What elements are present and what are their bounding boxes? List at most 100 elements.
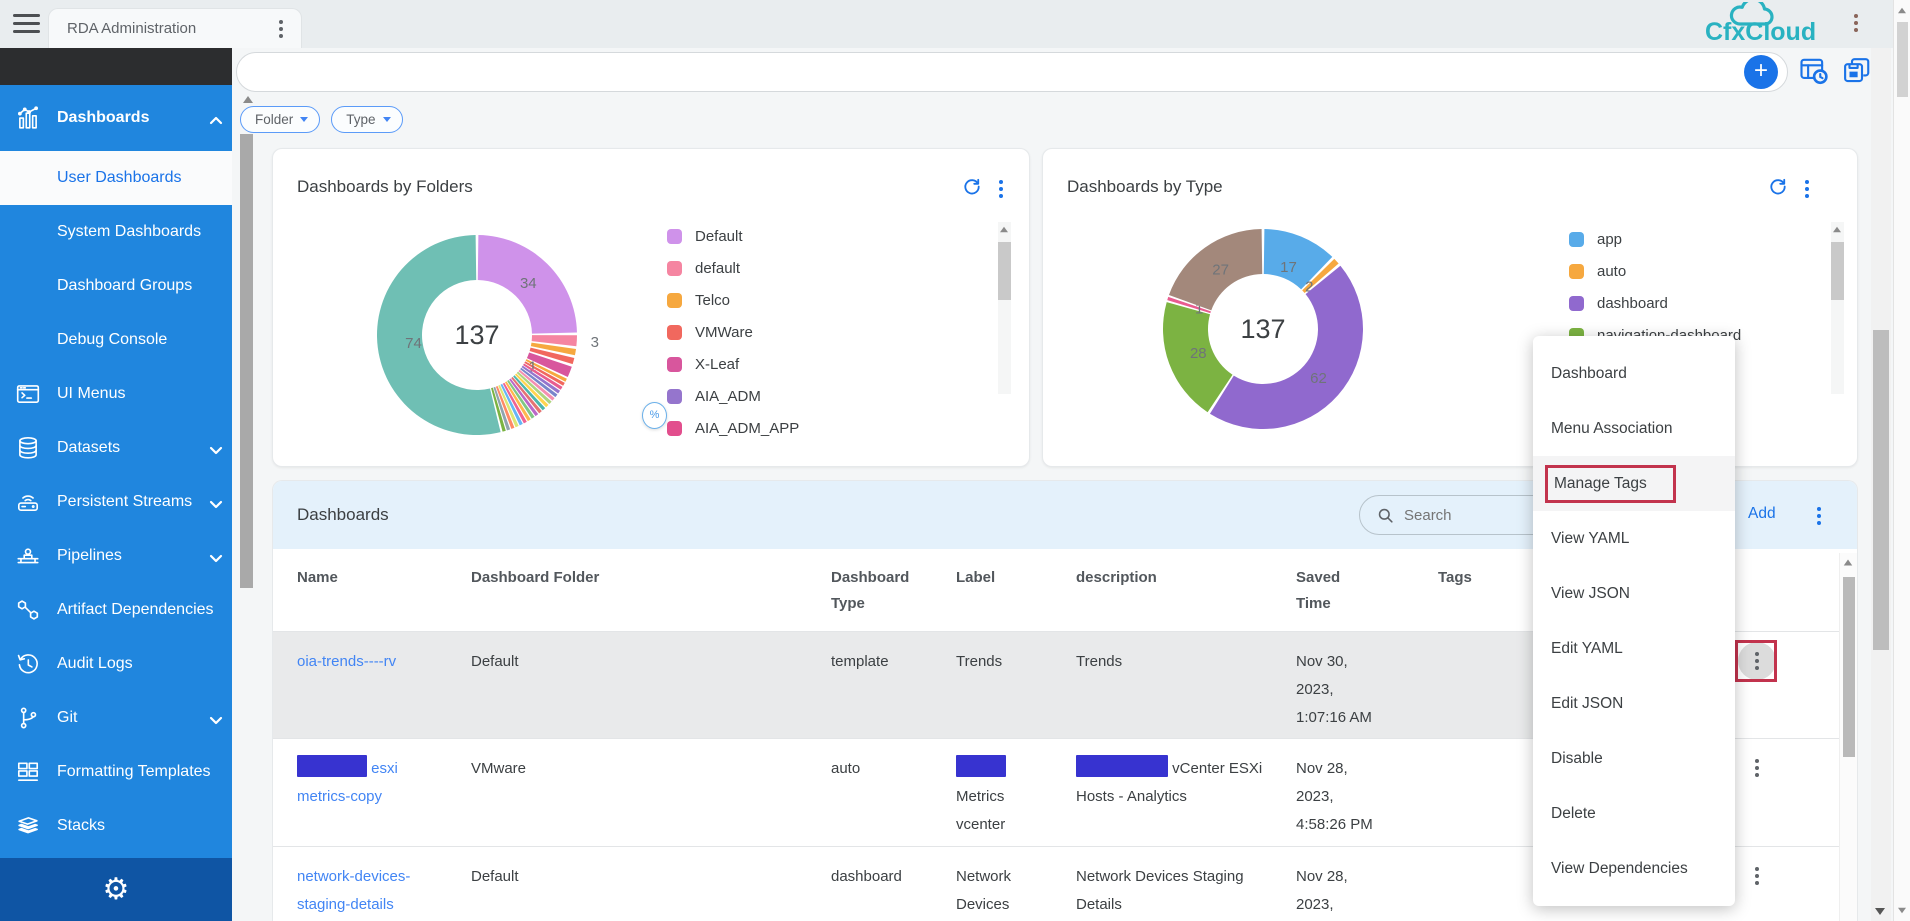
brand-text: CfxCloud (1705, 18, 1816, 46)
sidebar-item-system-dashboards[interactable]: System Dashboards (0, 205, 232, 259)
menu-item-view-dependencies[interactable]: View Dependencies (1533, 841, 1735, 896)
menu-item-delete[interactable]: Delete (1533, 786, 1735, 841)
sidebar-scroll-up-arrow[interactable] (243, 96, 253, 103)
redacted-text-block (956, 755, 1006, 777)
donut-center-total: 137 (1240, 314, 1285, 344)
legend-item-default[interactable]: default (667, 252, 799, 284)
hamburger-menu-icon[interactable] (13, 14, 40, 34)
legend-swatch (667, 293, 682, 308)
cell-type: template (831, 632, 956, 738)
dashboard-name-link[interactable]: oia-trends----rv (297, 653, 396, 670)
table-kebab-icon[interactable] (1813, 503, 1825, 529)
sidebar-scrollbar[interactable] (240, 134, 253, 588)
legend-swatch (667, 357, 682, 372)
donut-slice-dashboard[interactable] (1210, 266, 1363, 429)
card-dashboards-by-type: Dashboards by Type 1726228127137 appauto… (1042, 148, 1858, 467)
legend-item-AIA_ADM_APP[interactable]: AIA_ADM_APP (667, 412, 799, 444)
legend-item-auto[interactable]: auto (1569, 255, 1741, 287)
global-search-input[interactable] (257, 53, 1737, 91)
legend-scrollbar[interactable] (998, 222, 1011, 394)
card-dashboards-by-folders: Dashboards by Folders 343174137 Defaultd… (272, 148, 1030, 467)
brand-logo[interactable]: CfxCloud (1703, 2, 1839, 46)
card-kebab-icon[interactable] (995, 176, 1007, 202)
donut-chart-types: 1726228127137 (1133, 214, 1423, 444)
chevron-down-icon (209, 499, 223, 510)
sidebar-item-artifact-dependencies[interactable]: Artifact Dependencies (0, 583, 232, 637)
legend-item-Default[interactable]: Default (667, 220, 799, 252)
legend-item-X-Leaf[interactable]: X-Leaf (667, 348, 799, 380)
history-table-icon[interactable] (1799, 56, 1829, 86)
sidebar-item-datasets[interactable]: Datasets (0, 421, 232, 475)
sidebar-item-pipelines[interactable]: Pipelines (0, 529, 232, 583)
legend-swatch (667, 229, 682, 244)
menu-item-view-json[interactable]: View JSON (1533, 566, 1735, 621)
row-kebab-icon[interactable] (1738, 749, 1776, 787)
row-kebab-icon[interactable] (1738, 642, 1776, 680)
legend-item-AIA_ADM[interactable]: AIA_ADM (667, 380, 799, 412)
table-title: Dashboards (297, 505, 389, 525)
menu-item-dashboard[interactable]: Dashboard (1533, 346, 1735, 401)
filter-chip-type[interactable]: Type (331, 106, 402, 133)
menu-item-edit-json[interactable]: Edit JSON (1533, 676, 1735, 731)
sidebar-item-stacks[interactable]: Stacks (0, 799, 232, 853)
cell-saved-time: Nov 30, 2023, 1:07:16 AM (1296, 632, 1438, 738)
sidebar-item-dashboard-groups[interactable]: Dashboard Groups (0, 259, 232, 313)
stack-layers-icon (15, 813, 41, 839)
tab-kebab-icon[interactable] (275, 16, 287, 42)
window-kebab-icon[interactable] (1850, 10, 1862, 36)
menu-item-disable[interactable]: Disable (1533, 731, 1735, 786)
column-header-saved-time: Saved Time (1296, 549, 1438, 631)
column-header-dashboard-folder: Dashboard Folder (471, 549, 831, 631)
refresh-icon[interactable] (961, 175, 983, 197)
bar-chart-icon (15, 105, 41, 131)
sidebar: DashboardsUser DashboardsSystem Dashboar… (0, 48, 232, 921)
sidebar-item-persistent-streams[interactable]: Persistent Streams (0, 475, 232, 529)
card-title: Dashboards by Folders (297, 177, 473, 197)
cell-type: dashboard (831, 847, 956, 921)
legend-swatch (667, 325, 682, 340)
refresh-icon[interactable] (1767, 175, 1789, 197)
sidebar-item-formatting-templates[interactable]: Formatting Templates (0, 745, 232, 799)
legend-swatch (1569, 232, 1584, 247)
artifact-nodes-icon (15, 597, 41, 623)
settings-gear-icon[interactable]: ⚙ (103, 875, 130, 905)
chevron-down-icon (383, 117, 391, 122)
column-header-label: Label (956, 549, 1076, 631)
slice-value-label: 27 (1212, 262, 1229, 279)
legend-swatch (1569, 296, 1584, 311)
sidebar-item-git[interactable]: Git (0, 691, 232, 745)
tab-title: RDA Administration (67, 20, 275, 37)
add-dashboard-button[interactable]: Add (1748, 505, 1776, 523)
donut-slice-app[interactable] (1264, 229, 1333, 289)
sidebar-item-debug-console[interactable]: Debug Console (0, 313, 232, 367)
add-widget-button[interactable]: + (1744, 55, 1778, 89)
layout-grid-icon (15, 759, 41, 785)
menu-item-manage-tags[interactable]: Manage Tags (1533, 456, 1735, 511)
slice-value-label: 3 (591, 334, 599, 351)
legend-item-Telco[interactable]: Telco (667, 284, 799, 316)
menu-item-edit-yaml[interactable]: Edit YAML (1533, 621, 1735, 676)
row-kebab-icon[interactable] (1738, 857, 1776, 895)
percent-toggle-button[interactable]: % (642, 402, 667, 429)
dashboard-name-link[interactable]: network-devices-staging-details (297, 868, 410, 913)
sidebar-item-audit-logs[interactable]: Audit Logs (0, 637, 232, 691)
legend-item-VMWare[interactable]: VMWare (667, 316, 799, 348)
legend-scrollbar[interactable] (1831, 222, 1844, 394)
sidebar-item-ui-menus[interactable]: UI Menus (0, 367, 232, 421)
chart-legend: appautodashboardnavigation-dashboard (1569, 223, 1741, 351)
menu-item-menu-association[interactable]: Menu Association (1533, 401, 1735, 456)
menu-item-view-yaml[interactable]: View YAML (1533, 511, 1735, 566)
filter-chip-folder[interactable]: Folder (240, 106, 320, 133)
card-title: Dashboards by Type (1067, 177, 1223, 197)
table-scrollbar[interactable] (1839, 553, 1857, 921)
sidebar-item-user-dashboards[interactable]: User Dashboards (0, 151, 232, 205)
column-header-dashboard-type: Dashboard Type (831, 549, 956, 631)
save-copy-icon[interactable] (1842, 56, 1872, 86)
legend-item-app[interactable]: app (1569, 223, 1741, 255)
app-tab[interactable]: RDA Administration (48, 8, 302, 48)
legend-item-dashboard[interactable]: dashboard (1569, 287, 1741, 319)
card-kebab-icon[interactable] (1801, 176, 1813, 202)
browser-scrollbar[interactable] (1893, 0, 1910, 921)
content-scrollbar[interactable] (1871, 48, 1891, 921)
sidebar-item-dashboards[interactable]: Dashboards (0, 85, 232, 151)
